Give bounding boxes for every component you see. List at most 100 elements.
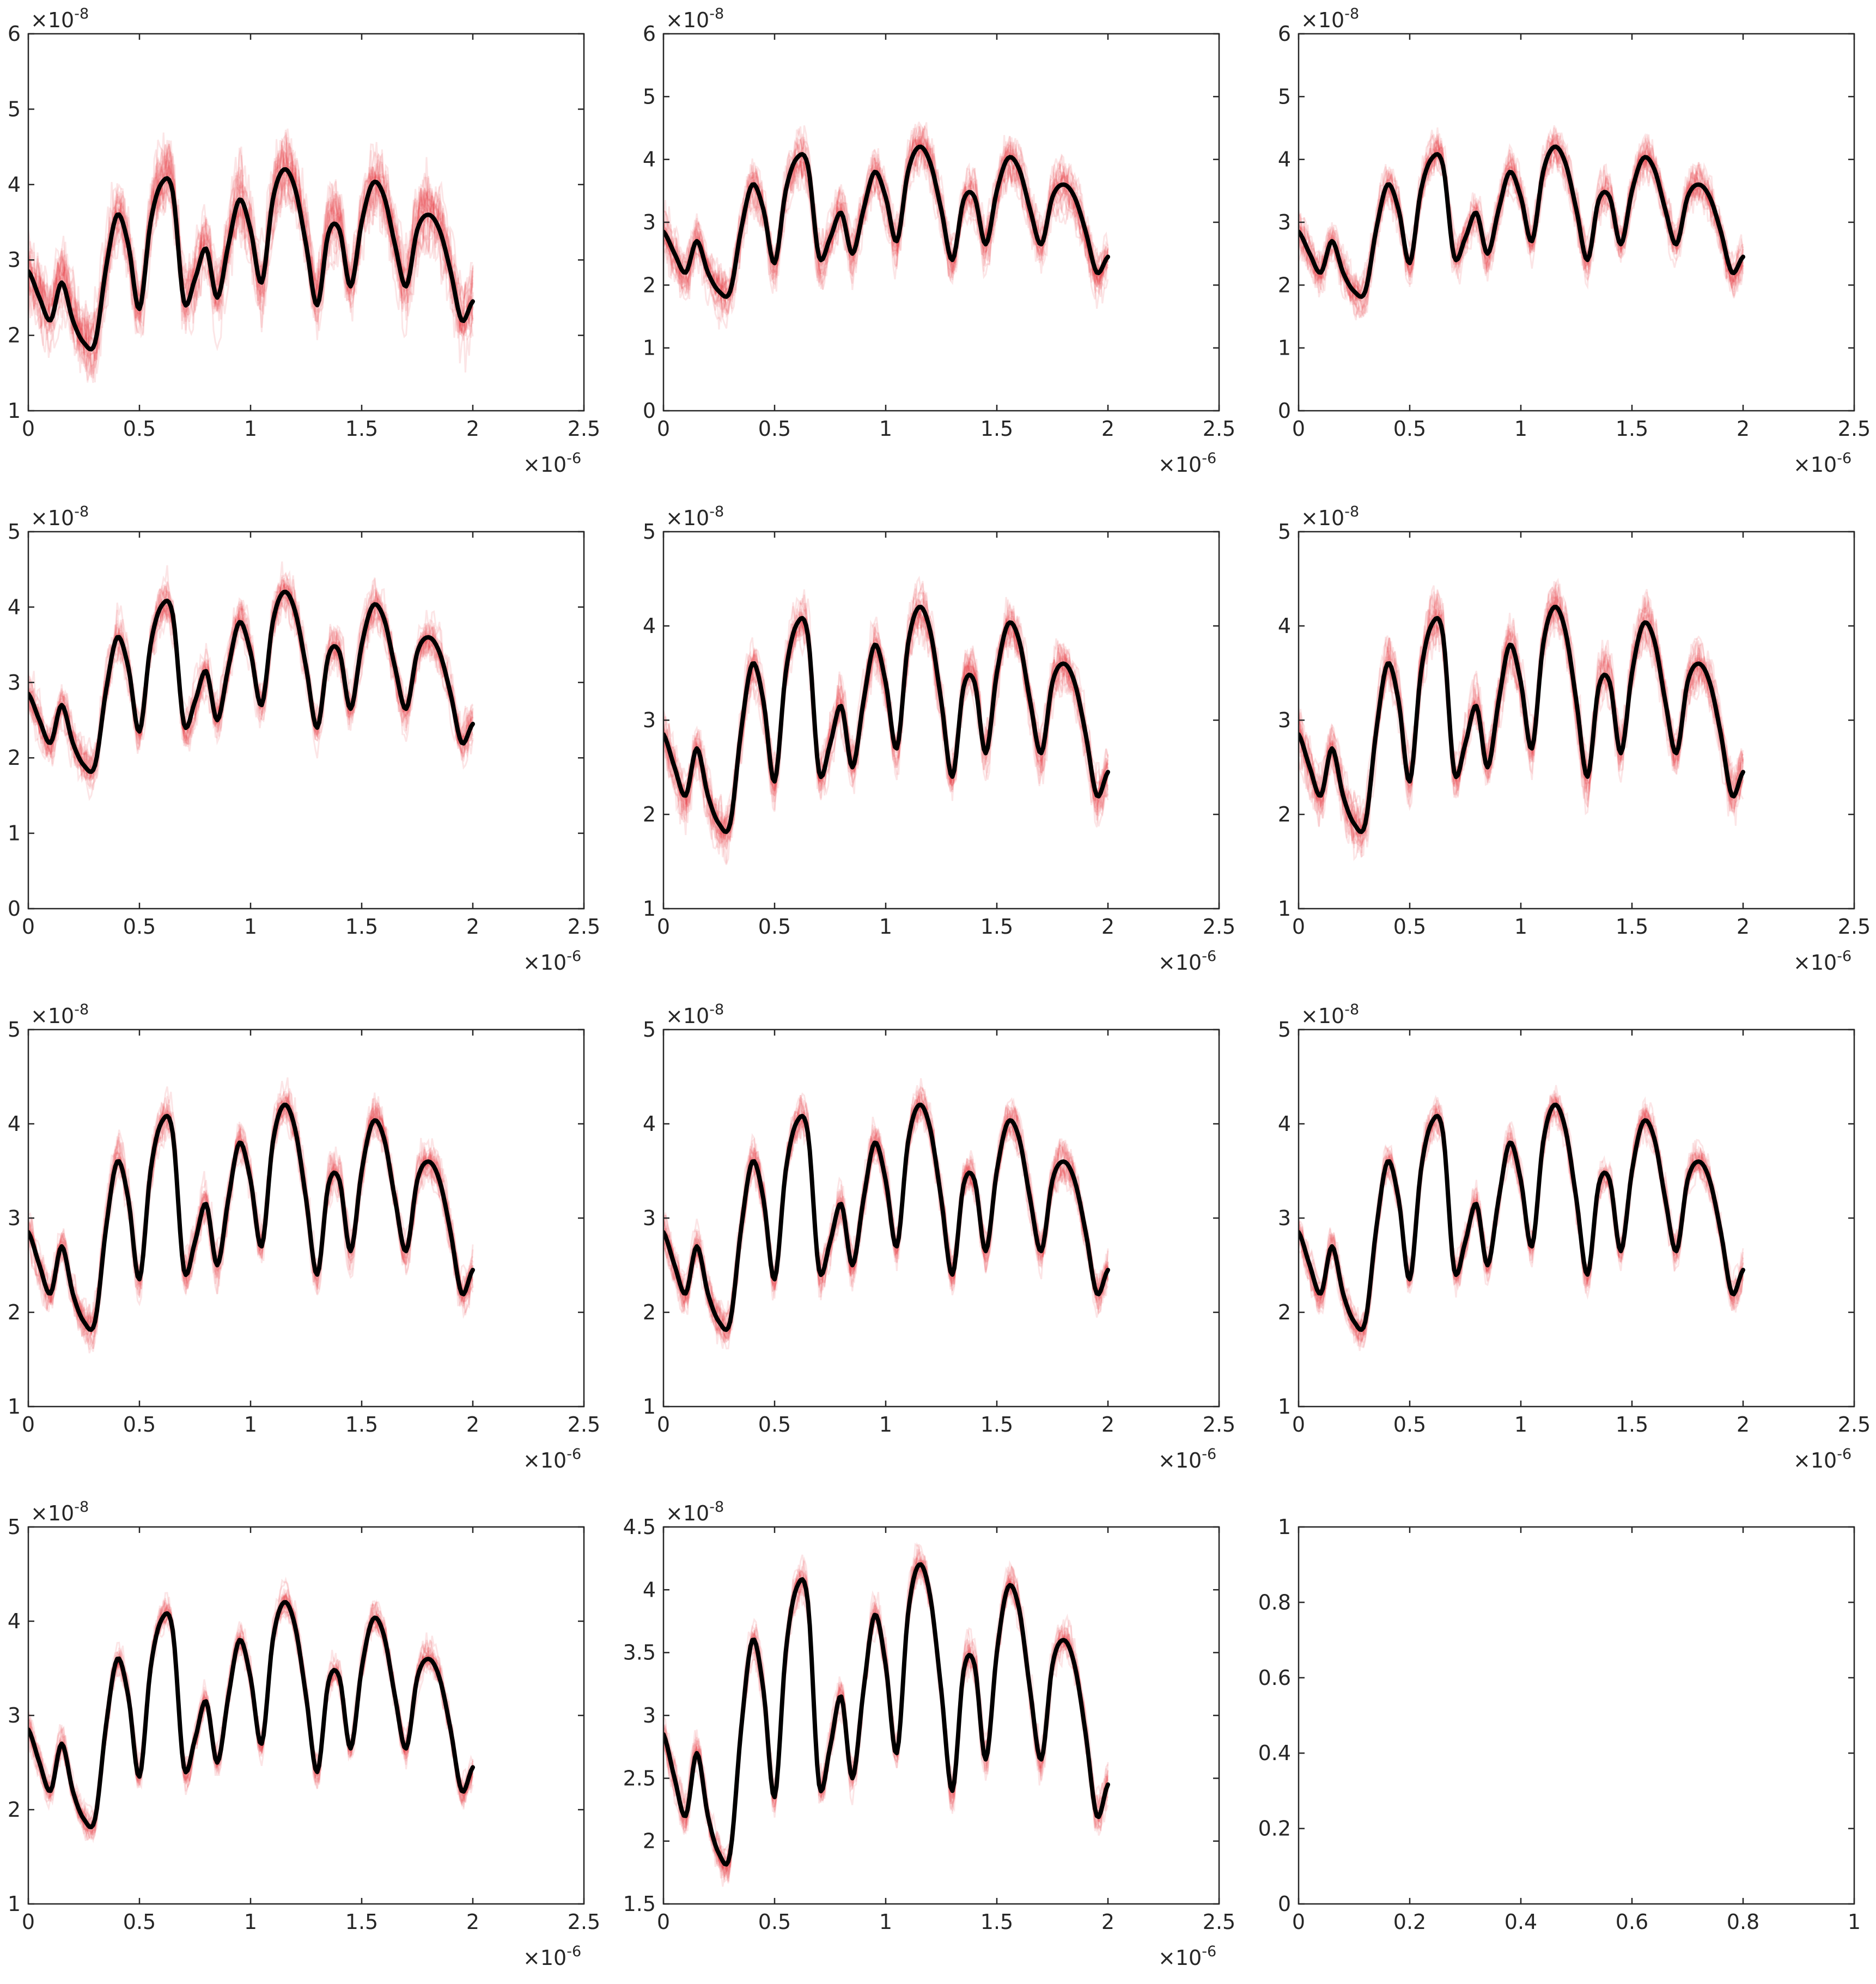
x-tick-label: 1 (1514, 417, 1527, 441)
y-exponent-label: ×10-8 (666, 1001, 724, 1028)
x-tick-label: 1 (1514, 1413, 1527, 1437)
x-exponent-label: ×10-6 (1158, 948, 1216, 975)
x-tick-label: 2 (1101, 915, 1114, 939)
y-tick-label: 5 (643, 520, 656, 544)
x-tick-label: 2 (466, 915, 479, 939)
y-tick-label: 0 (1278, 399, 1291, 423)
y-tick-label: 2 (643, 802, 656, 826)
data-layer (28, 128, 475, 384)
y-tick-label: 3 (1278, 210, 1291, 234)
x-tick-label: 1.5 (980, 1413, 1013, 1437)
y-tick-label: 1.5 (623, 1892, 656, 1916)
y-tick-label: 1 (8, 399, 21, 423)
y-exponent-label: ×10-8 (1301, 1001, 1359, 1028)
x-tick-label: 0 (657, 417, 670, 441)
y-tick-label: 0 (643, 399, 656, 423)
sample-line (28, 565, 474, 768)
x-tick-label: 0 (657, 1910, 670, 1934)
y-exponent-label: ×10-8 (1301, 5, 1359, 32)
x-tick-label: 0.5 (1393, 417, 1426, 441)
plot-area (1299, 1527, 1854, 1904)
data-layer (1299, 1085, 1745, 1352)
subplot-3: 0 0.5 1 1.5 2 2.5 0 1 2 3 4 5 6 ×10-8 ×10-6 (1278, 5, 1871, 477)
x-tick-label: 1.5 (1616, 417, 1648, 441)
sample-line (663, 127, 1108, 300)
y-tick-label: 4.5 (623, 1515, 656, 1539)
y-tick-label: 6 (8, 22, 21, 46)
y-tick-label: 2 (8, 1300, 21, 1324)
y-tick-label: 5 (643, 1018, 656, 1042)
plot-area (28, 532, 584, 909)
x-tick-label: 1 (879, 1910, 892, 1934)
y-tick-label: 1 (643, 897, 656, 921)
axes-box (1298, 1526, 1855, 1905)
mean-line (1299, 1103, 1745, 1332)
y-tick-label: 5 (8, 97, 21, 121)
plot-area (28, 1030, 584, 1407)
x-tick-label: 1.5 (1616, 915, 1648, 939)
sample-line (663, 600, 1109, 865)
sample-line (28, 139, 474, 340)
y-tick-label: 3 (1278, 1206, 1291, 1230)
y-tick-label: 2.5 (623, 1766, 656, 1790)
axes-box (27, 531, 585, 910)
y-tick-label: 4 (8, 173, 21, 197)
x-tick-label: 2.5 (568, 1413, 600, 1437)
y-tick-label: 6 (643, 22, 656, 46)
x-tick-label: 2 (1737, 915, 1750, 939)
y-tick-label: 0.4 (1258, 1741, 1291, 1765)
x-tick-label: 1 (879, 1413, 892, 1437)
x-exponent-label: ×10-6 (523, 450, 581, 477)
y-tick-label: 3.5 (623, 1641, 656, 1665)
x-tick-label: 1 (879, 417, 892, 441)
x-tick-label: 0.2 (1393, 1910, 1426, 1934)
x-tick-label: 2 (1101, 1910, 1114, 1934)
mean-line (28, 589, 475, 774)
x-tick-label: 1.5 (345, 1413, 378, 1437)
x-tick-label: 2.5 (1203, 915, 1235, 939)
x-tick-label: 1.5 (345, 1910, 378, 1934)
x-exponent-label: ×10-6 (523, 948, 581, 975)
x-tick-label: 0.5 (1393, 1413, 1426, 1437)
y-tick-label: 4 (1278, 614, 1291, 638)
x-tick-label: 0 (657, 915, 670, 939)
y-tick-label: 1 (1278, 336, 1291, 360)
x-tick-label: 0.5 (758, 1413, 791, 1437)
y-exponent-label: ×10-8 (666, 503, 724, 530)
x-tick-label: 0.5 (123, 1910, 156, 1934)
x-tick-label: 0.5 (1393, 915, 1426, 939)
plot-area (1299, 1030, 1854, 1407)
y-tick-label: 2 (643, 273, 656, 297)
x-tick-label: 1 (244, 1413, 257, 1437)
x-tick-label: 1 (244, 417, 257, 441)
y-tick-label: 0.6 (1258, 1666, 1291, 1690)
y-exponent-label: ×10-8 (666, 1499, 724, 1525)
y-tick-label: 4 (643, 1112, 656, 1136)
x-tick-label: 0 (1292, 915, 1305, 939)
y-tick-label: 2 (8, 746, 21, 770)
y-tick-label: 5 (8, 520, 21, 544)
y-exponent-label: ×10-8 (31, 503, 89, 530)
sample-line (28, 141, 474, 383)
x-tick-label: 1.5 (980, 915, 1013, 939)
x-tick-label: 0 (22, 915, 35, 939)
data-layer (663, 575, 1110, 865)
subplot-8: 0 0.5 1 1.5 2 2.5 1 2 3 4 5 ×10-8 ×10-6 (643, 1001, 1235, 1472)
x-tick-label: 0 (1292, 417, 1305, 441)
plot-area (663, 1527, 1219, 1904)
y-tick-label: 4 (8, 1609, 21, 1633)
x-tick-label: 0.6 (1616, 1910, 1648, 1934)
sample-line (1299, 588, 1744, 854)
y-tick-label: 5 (8, 1018, 21, 1042)
y-tick-label: 2 (1278, 802, 1291, 826)
x-tick-label: 0 (22, 417, 35, 441)
subplot-9: 0 0.5 1 1.5 2 2.5 1 2 3 4 5 ×10-8 ×10-6 (1278, 1001, 1871, 1472)
y-tick-label: 4 (8, 1112, 21, 1136)
y-tick-label: 3 (8, 671, 21, 695)
x-tick-label: 1 (244, 915, 257, 939)
x-tick-label: 2.5 (568, 915, 600, 939)
y-tick-label: 6 (1278, 22, 1291, 46)
x-tick-label: 1 (879, 915, 892, 939)
x-tick-label: 2.5 (1203, 417, 1235, 441)
